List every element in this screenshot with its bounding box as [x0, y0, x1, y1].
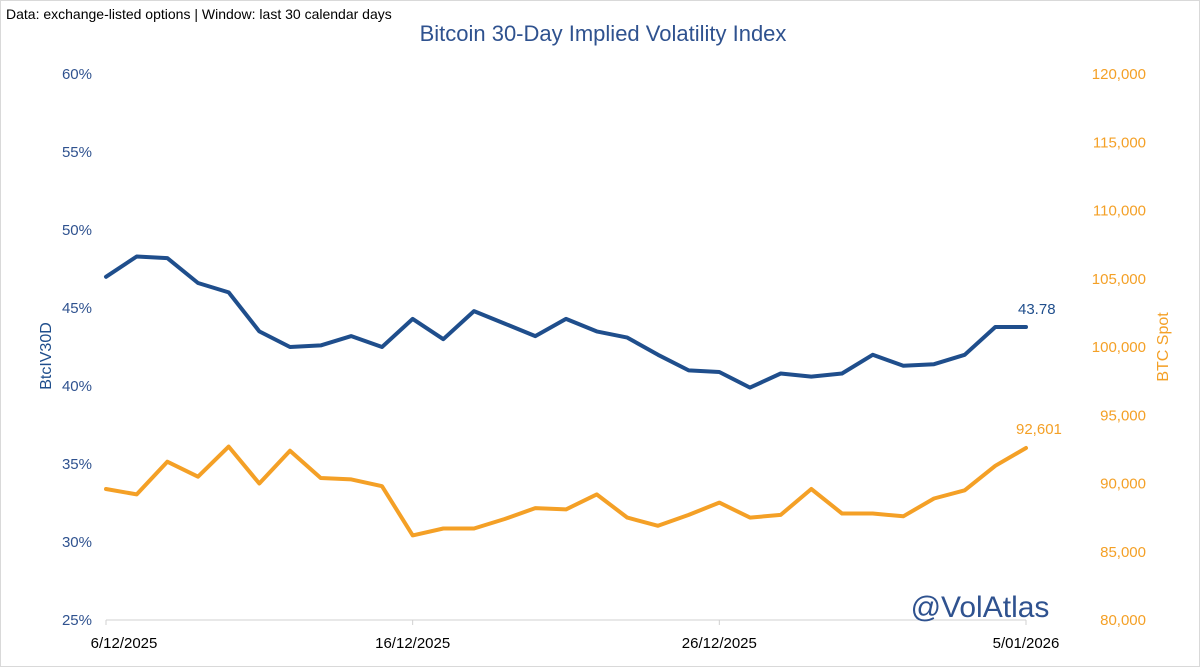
- left-tick-label: 50%: [62, 222, 92, 239]
- x-tick-label: 16/12/2025: [375, 635, 450, 652]
- right-axis-ticks: 80,000 85,000 90,000 95,000 100,000 105,000 11…: [1092, 66, 1146, 629]
- x-tick-label: 6/12/2025: [91, 635, 158, 652]
- chart-title: Bitcoin 30-Day Implied Volatility Index: [420, 21, 787, 46]
- right-tick-label: 95,000: [1100, 407, 1146, 424]
- left-axis-label: BtcIV30D: [38, 322, 55, 390]
- left-tick-label: 55%: [62, 144, 92, 161]
- left-tick-label: 40%: [62, 378, 92, 395]
- watermark: @VolAtlas: [911, 591, 1050, 624]
- left-tick-label: 30%: [62, 534, 92, 551]
- right-tick-label: 105,000: [1092, 271, 1146, 288]
- right-tick-label: 85,000: [1100, 544, 1146, 561]
- x-tick-label: 26/12/2025: [682, 635, 757, 652]
- series-line-btciv30d: [104, 254, 1028, 390]
- right-tick-label: 100,000: [1092, 339, 1146, 356]
- left-tick-label: 45%: [62, 300, 92, 317]
- left-axis-ticks: 25% 30% 35% 40% 45% 50% 55% 60%: [62, 66, 92, 629]
- end-label-btc-spot: 92,601: [1016, 421, 1062, 438]
- left-tick-label: 25%: [62, 612, 92, 629]
- left-tick-label: 35%: [62, 456, 92, 473]
- source-note: Data: exchange-listed options | Window: …: [6, 6, 392, 22]
- left-tick-label: 60%: [62, 66, 92, 83]
- right-tick-label: 80,000: [1100, 612, 1146, 629]
- end-label-btciv30d: 43.78: [1018, 301, 1056, 318]
- series-line-btc-spot: [104, 444, 1028, 538]
- right-tick-label: 110,000: [1093, 203, 1146, 220]
- right-tick-label: 115,000: [1093, 134, 1146, 151]
- x-axis-ticks: 6/12/2025 16/12/2025 26/12/2025 5/01/2026: [91, 620, 1060, 652]
- right-tick-label: 90,000: [1100, 476, 1146, 493]
- right-axis-label: BTC Spot: [1155, 312, 1172, 382]
- x-tick-label: 5/01/2026: [993, 635, 1060, 652]
- right-tick-label: 120,000: [1092, 66, 1146, 83]
